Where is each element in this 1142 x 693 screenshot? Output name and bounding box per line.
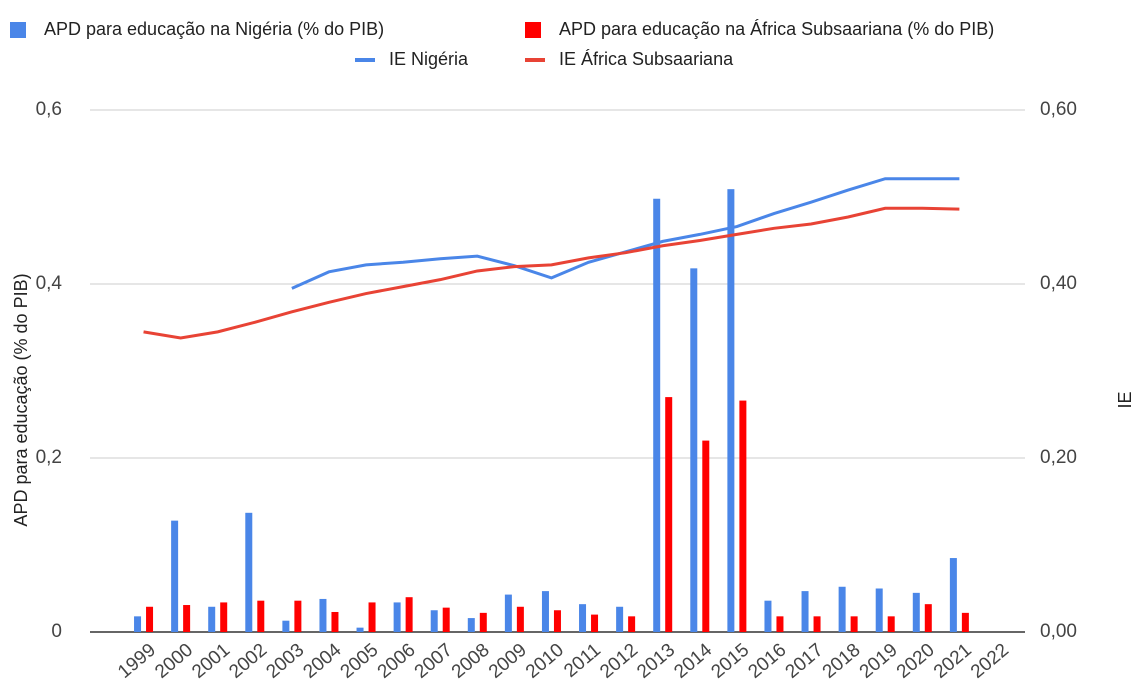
y2-tick-label: 0,00 — [1040, 621, 1077, 642]
bar — [875, 588, 883, 632]
legend-label: APD para educação na Nigéria (% do PIB) — [44, 19, 384, 39]
bar — [467, 618, 475, 632]
bar — [665, 397, 673, 632]
x-tick-label: 2017 — [782, 640, 828, 683]
legend-label: APD para educação na África Subsaariana … — [559, 19, 994, 39]
x-tick-label: 2008 — [448, 640, 494, 683]
bar — [912, 592, 920, 632]
x-tick-label: 2007 — [411, 640, 457, 683]
y2-tick-label: 0,40 — [1040, 273, 1077, 294]
bar — [220, 602, 228, 632]
bar — [257, 600, 265, 632]
bar — [579, 604, 587, 632]
bar — [776, 616, 784, 632]
bar — [838, 586, 846, 632]
legend-swatch — [525, 22, 541, 38]
bar — [764, 600, 772, 632]
bar — [887, 616, 895, 632]
bar — [702, 440, 710, 632]
legend-label: IE Nigéria — [389, 49, 469, 69]
x-tick-label: 2006 — [374, 640, 420, 683]
bar — [616, 606, 624, 632]
bar — [653, 198, 661, 633]
bar — [690, 268, 698, 632]
bar — [813, 616, 821, 632]
bar — [516, 606, 524, 632]
x-tick-label: 2003 — [262, 640, 308, 683]
x-tick-label: 2002 — [225, 640, 271, 683]
bar — [801, 591, 809, 632]
x-tick-label: 2005 — [337, 640, 383, 683]
bar — [442, 607, 450, 632]
x-tick-label: 2009 — [485, 640, 531, 683]
x-tick-label: 2020 — [893, 640, 939, 683]
bar — [628, 616, 636, 632]
bar — [183, 605, 191, 632]
x-tick-label: 2021 — [930, 640, 976, 683]
bar — [208, 606, 216, 632]
bar — [331, 611, 339, 632]
x-tick-label: 2016 — [745, 640, 791, 683]
x-tick-label: 2014 — [670, 639, 716, 683]
legend-label: IE África Subsaariana — [559, 49, 734, 69]
y-tick-label: 0,6 — [36, 99, 62, 120]
bar — [541, 591, 549, 632]
bar — [479, 612, 487, 632]
bar — [850, 616, 858, 632]
x-tick-label: 2000 — [151, 640, 197, 683]
bar — [171, 520, 179, 632]
line — [143, 206, 960, 340]
x-tick-label: 2004 — [300, 639, 346, 683]
y2-axis-label: IE — [1115, 391, 1135, 408]
bar — [368, 602, 376, 632]
bar — [405, 597, 413, 632]
bar — [504, 594, 512, 632]
x-tick-label: 1999 — [114, 640, 160, 683]
bar — [134, 616, 142, 632]
bar — [961, 612, 969, 632]
bar — [146, 606, 154, 632]
bar — [356, 627, 364, 632]
y2-tick-label: 0,60 — [1040, 99, 1077, 120]
y-tick-label: 0,4 — [36, 273, 63, 294]
line — [291, 177, 960, 290]
bar — [282, 620, 290, 632]
x-tick-label: 2018 — [819, 640, 865, 683]
bar — [319, 598, 327, 632]
x-tick-label: 2013 — [633, 640, 679, 683]
bar — [245, 512, 253, 632]
bar — [294, 600, 302, 632]
y2-tick-label: 0,20 — [1040, 447, 1077, 468]
y-tick-label: 0,2 — [36, 447, 62, 468]
x-tick-label: 2010 — [522, 640, 568, 683]
bar — [727, 189, 735, 633]
x-tick-label: 2022 — [967, 640, 1013, 683]
bar — [949, 558, 957, 632]
x-tick-label: 2019 — [856, 640, 902, 683]
bar — [430, 610, 438, 632]
bar — [591, 614, 599, 632]
legend-swatch — [10, 22, 26, 38]
bar — [739, 400, 747, 632]
x-tick-label: 2012 — [596, 640, 642, 683]
x-tick-label: 2015 — [707, 640, 753, 683]
y-axis-label: APD para educação (% do PIB) — [11, 273, 31, 526]
bar — [553, 610, 561, 632]
x-tick-label: 2011 — [560, 640, 605, 682]
x-tick-label: 2001 — [188, 640, 234, 683]
y-tick-label: 0 — [51, 621, 62, 642]
bar — [393, 602, 401, 632]
bar — [924, 604, 932, 632]
